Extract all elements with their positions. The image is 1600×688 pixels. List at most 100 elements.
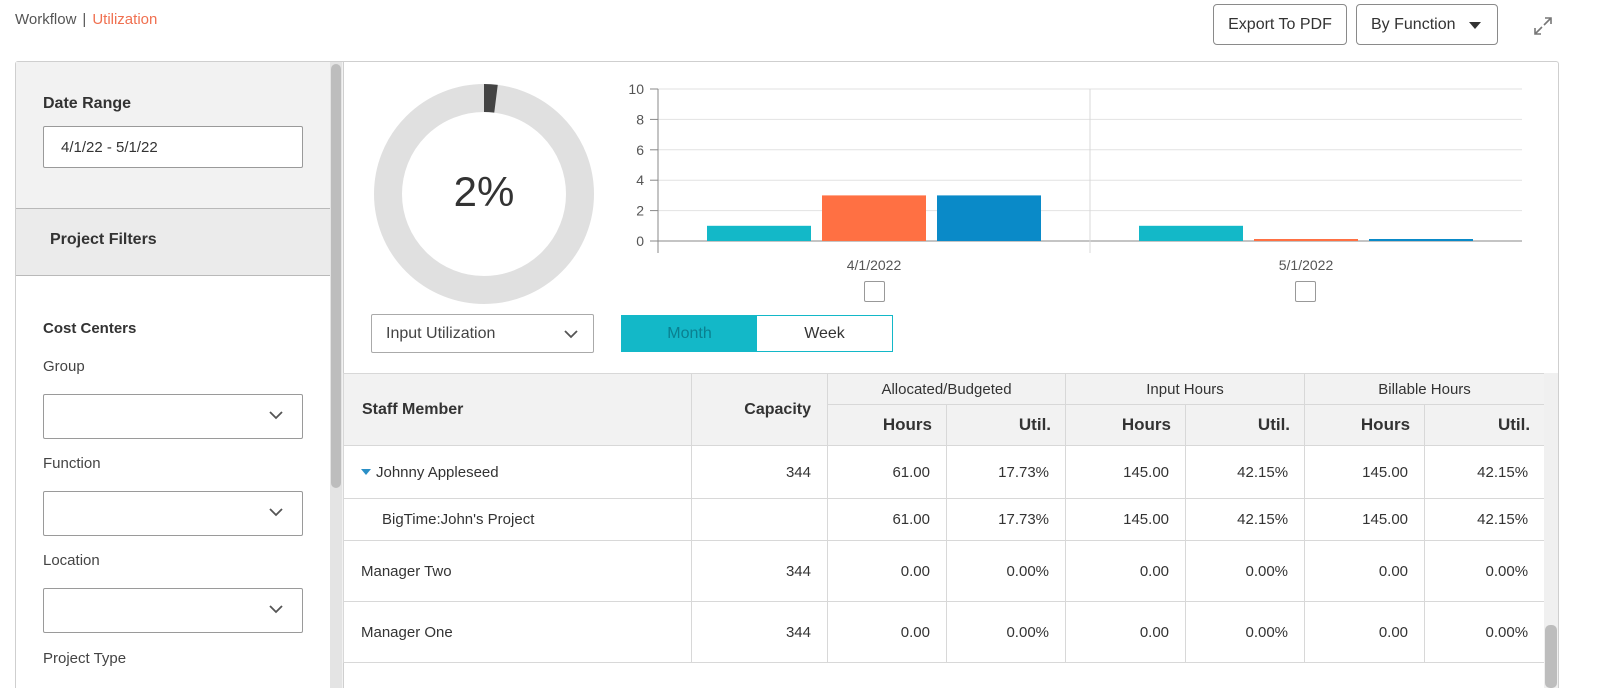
bar xyxy=(1369,239,1473,241)
view-by-select[interactable]: By Function xyxy=(1356,4,1498,45)
y-tick-label: 0 xyxy=(636,233,644,249)
billable-util-header[interactable]: Util. xyxy=(1424,404,1544,446)
caret-down-icon xyxy=(361,468,371,475)
input-util-cell: 0.00% xyxy=(1185,540,1306,602)
alloc-hours-link[interactable]: 61.00 xyxy=(827,498,947,541)
capacity-cell: 344 xyxy=(691,445,828,499)
capacity-header[interactable]: Capacity xyxy=(691,373,828,446)
table-row: Johnny Appleseed 344 61.00 17.73% 145.00… xyxy=(343,445,1544,499)
chevron-down-icon xyxy=(269,605,283,614)
location-label: Location xyxy=(43,552,100,569)
caret-down-icon xyxy=(1469,22,1481,29)
metric-select[interactable]: Input Utilization xyxy=(371,314,594,353)
input-util-header[interactable]: Util. xyxy=(1185,404,1306,446)
input-util-cell: 0.00% xyxy=(1185,601,1306,663)
input-hours-cell: 0.00 xyxy=(1065,601,1187,663)
allocated-budgeted-header: Allocated/Budgeted xyxy=(826,373,1067,405)
cost-centers-label: Cost Centers xyxy=(43,320,137,337)
week-toggle-button[interactable]: Week xyxy=(757,316,892,351)
donut-fill xyxy=(374,84,594,304)
capacity-cell: 344 xyxy=(691,540,828,602)
input-util-cell: 42.15% xyxy=(1185,498,1306,541)
alloc-hours-cell: 0.00 xyxy=(827,540,947,602)
capacity-cell: 344 xyxy=(691,601,828,663)
alloc-util-cell: 17.73% xyxy=(945,498,1067,541)
x-tick-label: 4/1/2022 xyxy=(847,257,902,273)
alloc-hours-cell: 0.00 xyxy=(827,601,947,663)
view-by-select-label: By Function xyxy=(1371,15,1456,33)
metric-select-value: Input Utilization xyxy=(386,324,496,342)
input-util-cell: 42.15% xyxy=(1185,445,1306,499)
staff-name: Manager One xyxy=(343,601,692,663)
date-range-input[interactable]: 4/1/22 - 5/1/22 xyxy=(43,126,303,168)
breadcrumb-separator: | xyxy=(82,11,87,28)
main-panel xyxy=(15,61,1559,688)
bar xyxy=(937,195,1041,241)
project-name: BigTime:John's Project xyxy=(343,498,692,541)
input-hours-sub-header[interactable]: Hours xyxy=(1065,404,1187,446)
chevron-down-icon xyxy=(269,508,283,517)
chevron-down-icon xyxy=(269,411,283,420)
expand-arrows-icon[interactable] xyxy=(1531,14,1555,38)
capacity-cell xyxy=(691,498,828,541)
breadcrumb-current: Utilization xyxy=(92,11,158,28)
export-to-pdf-button[interactable]: Export To PDF xyxy=(1213,4,1347,45)
y-tick-label: 2 xyxy=(636,203,644,219)
month-toggle-button[interactable]: Month xyxy=(622,316,757,351)
group-select[interactable] xyxy=(43,394,303,439)
input-hours-link[interactable]: 145.00 xyxy=(1065,498,1187,541)
alloc-util-cell: 0.00% xyxy=(945,540,1067,602)
bill-hours-cell: 0.00 xyxy=(1304,540,1426,602)
alloc-util-cell: 17.73% xyxy=(945,445,1067,499)
period-checkbox-1[interactable] xyxy=(864,281,885,302)
table-row: Manager One 344 0.00 0.00% 0.00 0.00% 0.… xyxy=(343,601,1544,663)
input-hours-cell: 0.00 xyxy=(1065,540,1187,602)
table-scrollbar-thumb[interactable] xyxy=(1545,625,1557,688)
project-type-label: Project Type xyxy=(43,650,127,667)
y-tick-label: 6 xyxy=(636,142,644,158)
billable-hours-sub-header[interactable]: Hours xyxy=(1304,404,1426,446)
location-select[interactable] xyxy=(43,588,303,633)
bill-util-cell: 0.00% xyxy=(1424,540,1544,602)
staff-member-header[interactable]: Staff Member xyxy=(343,373,692,446)
period-checkbox-2[interactable] xyxy=(1295,281,1316,302)
filters-sidebar: Date Range 4/1/22 - 5/1/22 Project Filte… xyxy=(16,62,344,688)
input-hours-cell: 145.00 xyxy=(1065,445,1187,499)
staff-expand-toggle[interactable]: Johnny Appleseed xyxy=(343,445,692,499)
utilization-donut xyxy=(374,84,594,304)
bill-util-cell: 42.15% xyxy=(1424,498,1544,541)
sidebar-scrollbar-thumb[interactable] xyxy=(331,64,341,488)
breadcrumb-workflow-link[interactable]: Workflow xyxy=(15,11,77,28)
bar xyxy=(707,225,811,241)
table-row: Manager Two 344 0.00 0.00% 0.00 0.00% 0.… xyxy=(343,540,1544,602)
bill-hours-cell: 0.00 xyxy=(1304,601,1426,663)
y-tick-label: 10 xyxy=(628,81,644,97)
bar xyxy=(1139,225,1243,241)
period-toggle: Month Week xyxy=(621,315,893,352)
staff-name: Manager Two xyxy=(343,540,692,602)
y-tick-label: 4 xyxy=(636,172,644,188)
allocated-hours-header[interactable]: Hours xyxy=(827,404,947,446)
function-label: Function xyxy=(43,455,101,472)
input-hours-header: Input Hours xyxy=(1065,373,1306,405)
project-filters-header[interactable]: Project Filters xyxy=(16,208,330,276)
billable-hours-header: Billable Hours xyxy=(1304,373,1544,405)
allocated-util-header[interactable]: Util. xyxy=(945,404,1067,446)
utilization-percent: 2% xyxy=(453,168,515,215)
table-scrollbar[interactable] xyxy=(1544,373,1558,688)
hours-bar-chart: 0 2 4 6 8 10 4/1/2022 5/1/2022 xyxy=(628,81,1522,273)
alloc-util-cell: 0.00% xyxy=(945,601,1067,663)
group-label: Group xyxy=(43,358,85,375)
bill-hours-link[interactable]: 145.00 xyxy=(1304,498,1426,541)
cost-centers-section: Cost Centers Group Function Location Pro… xyxy=(16,276,330,688)
staff-name: Johnny Appleseed xyxy=(376,463,499,481)
function-select[interactable] xyxy=(43,491,303,536)
y-tick-label: 8 xyxy=(636,111,644,127)
project-filters-label: Project Filters xyxy=(50,231,157,248)
chevron-down-icon xyxy=(564,330,578,339)
bill-util-cell: 0.00% xyxy=(1424,601,1544,663)
table-row: BigTime:John's Project 61.00 17.73% 145.… xyxy=(343,498,1544,541)
x-tick-label: 5/1/2022 xyxy=(1279,257,1334,273)
bill-util-cell: 42.15% xyxy=(1424,445,1544,499)
date-range-label: Date Range xyxy=(43,95,132,112)
